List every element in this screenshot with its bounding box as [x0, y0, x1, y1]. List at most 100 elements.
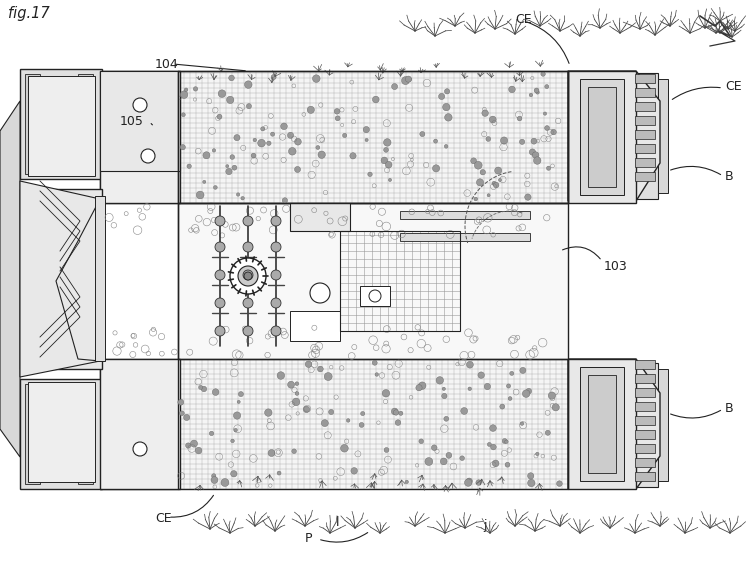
Circle shape — [214, 186, 217, 189]
Circle shape — [492, 460, 499, 467]
Bar — [635, 444, 655, 453]
Circle shape — [238, 266, 258, 286]
Circle shape — [419, 439, 424, 444]
Circle shape — [217, 114, 222, 119]
Circle shape — [534, 88, 539, 93]
Bar — [25, 74, 40, 174]
Bar — [580, 79, 624, 195]
Circle shape — [527, 473, 534, 479]
Circle shape — [212, 389, 219, 396]
Circle shape — [486, 137, 490, 141]
Circle shape — [350, 153, 356, 159]
Bar — [100, 71, 180, 171]
Circle shape — [405, 480, 409, 484]
Circle shape — [489, 116, 496, 123]
Text: 105: 105 — [120, 114, 144, 127]
Circle shape — [478, 372, 484, 379]
Bar — [400, 233, 530, 241]
Circle shape — [490, 444, 496, 450]
Circle shape — [295, 167, 301, 172]
Bar — [178, 203, 568, 359]
Circle shape — [212, 149, 216, 152]
Circle shape — [500, 404, 505, 409]
Circle shape — [420, 131, 424, 137]
Bar — [28, 76, 95, 176]
Text: P: P — [304, 532, 312, 545]
Circle shape — [442, 103, 450, 111]
Text: fig.17: fig.17 — [8, 6, 50, 21]
Polygon shape — [568, 71, 660, 201]
Bar — [635, 388, 655, 397]
Circle shape — [439, 93, 445, 99]
Circle shape — [474, 162, 482, 169]
Circle shape — [509, 397, 512, 401]
Circle shape — [466, 478, 472, 484]
Circle shape — [509, 86, 515, 93]
Circle shape — [226, 168, 232, 174]
Bar — [635, 360, 655, 369]
Text: j: j — [483, 519, 487, 532]
Circle shape — [520, 139, 525, 144]
Circle shape — [476, 480, 482, 485]
Bar — [178, 71, 568, 203]
Circle shape — [369, 290, 381, 302]
Circle shape — [488, 443, 491, 447]
Circle shape — [236, 193, 240, 196]
Circle shape — [392, 84, 398, 90]
Circle shape — [271, 298, 281, 308]
Circle shape — [523, 390, 530, 397]
Bar — [635, 74, 655, 83]
Bar — [100, 71, 180, 203]
Circle shape — [505, 440, 509, 444]
Text: 103: 103 — [604, 260, 628, 273]
Circle shape — [335, 116, 340, 121]
Circle shape — [179, 411, 184, 416]
Circle shape — [133, 442, 147, 456]
Bar — [580, 367, 624, 481]
Circle shape — [271, 270, 281, 280]
Bar — [178, 71, 568, 203]
Circle shape — [436, 376, 443, 384]
Circle shape — [468, 387, 472, 390]
Circle shape — [251, 153, 256, 158]
Circle shape — [292, 449, 296, 453]
Circle shape — [528, 479, 535, 487]
Circle shape — [271, 132, 274, 136]
Circle shape — [229, 75, 234, 81]
Circle shape — [401, 77, 410, 85]
Circle shape — [289, 148, 296, 155]
Circle shape — [505, 462, 510, 467]
Circle shape — [310, 283, 330, 303]
Bar — [100, 359, 180, 489]
Circle shape — [221, 479, 229, 486]
Circle shape — [243, 270, 253, 280]
Circle shape — [215, 242, 225, 252]
Circle shape — [203, 152, 210, 159]
Circle shape — [510, 371, 514, 375]
Circle shape — [520, 422, 524, 425]
Circle shape — [518, 116, 522, 121]
Circle shape — [444, 416, 448, 421]
Circle shape — [442, 393, 447, 399]
Bar — [635, 102, 655, 111]
Circle shape — [373, 96, 380, 103]
Circle shape — [361, 412, 364, 416]
Text: CE: CE — [515, 12, 532, 25]
Bar — [568, 359, 636, 489]
Circle shape — [482, 110, 488, 117]
Circle shape — [550, 130, 556, 135]
Circle shape — [343, 134, 346, 137]
Circle shape — [282, 198, 287, 203]
Circle shape — [531, 138, 537, 144]
Circle shape — [226, 164, 229, 168]
Bar — [400, 211, 530, 219]
Circle shape — [425, 458, 433, 466]
Circle shape — [480, 169, 485, 175]
Bar — [178, 359, 568, 489]
Circle shape — [372, 360, 377, 365]
Circle shape — [541, 72, 545, 76]
Text: l: l — [336, 517, 340, 530]
Circle shape — [416, 385, 422, 391]
Circle shape — [384, 148, 388, 152]
Circle shape — [548, 392, 556, 399]
